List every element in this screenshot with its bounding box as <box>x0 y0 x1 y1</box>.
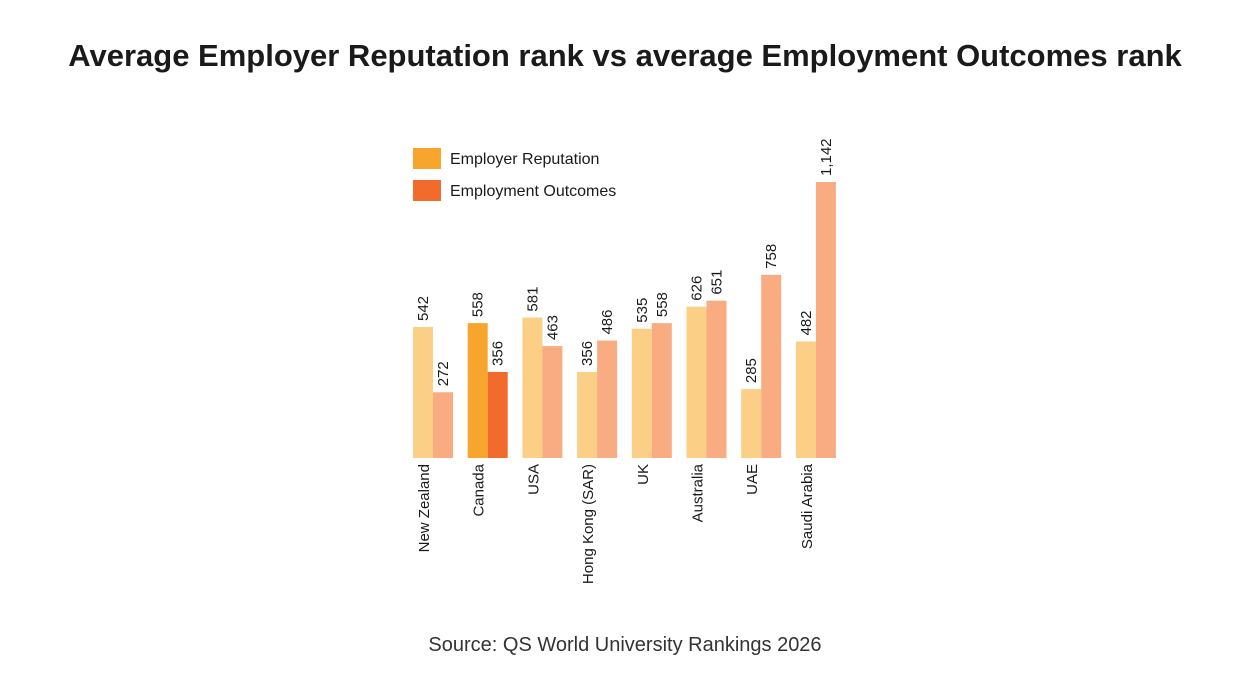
bars <box>413 182 836 458</box>
bar-employer-reputation-canada <box>467 323 488 458</box>
value-label-employment-outcomes-uae: 758 <box>763 244 780 269</box>
value-label-employer-reputation-uk: 535 <box>634 298 651 323</box>
value-label-employment-outcomes-canada: 356 <box>490 341 507 366</box>
value-label-employment-outcomes-saudi-arabia: 1,142 <box>818 138 835 176</box>
bar-employment-outcomes-saudi-arabia <box>815 182 836 458</box>
legend-label-employer-reputation: Employer Reputation <box>450 151 599 168</box>
bar-employment-outcomes-australia <box>706 300 727 458</box>
legend-swatch-employment-outcomes <box>413 180 441 201</box>
value-label-employer-reputation-saudi-arabia: 482 <box>798 310 815 335</box>
bar-employer-reputation-usa <box>522 317 543 458</box>
value-label-employment-outcomes-australia: 651 <box>709 270 726 295</box>
category-label-canada: Canada <box>471 463 488 516</box>
source-note: Source: QS World University Rankings 202… <box>428 634 822 656</box>
value-label-employer-reputation-uae: 285 <box>743 358 760 383</box>
value-label-employment-outcomes-usa: 463 <box>544 315 561 340</box>
value-label-employment-outcomes-new-zealand: 272 <box>435 361 452 386</box>
category-label-new-zealand: New Zealand <box>416 464 433 552</box>
bar-employer-reputation-new-zealand <box>413 327 433 458</box>
category-label-australia: Australia <box>690 463 707 522</box>
legend-swatch-employer-reputation <box>413 148 441 169</box>
category-label-saudi-arabia: Saudi Arabia <box>799 463 816 549</box>
value-label-employer-reputation-canada: 558 <box>470 292 487 317</box>
value-label-employer-reputation-usa: 581 <box>524 287 541 312</box>
value-label-employer-reputation-australia: 626 <box>689 276 706 301</box>
category-label-uae: UAE <box>744 464 761 495</box>
bar-employer-reputation-saudi-arabia <box>795 341 816 458</box>
legend: Employer Reputation Employment Outcomes <box>413 148 616 201</box>
category-labels: New Zealand Canada USA Hong Kong (SAR) UK Aus… <box>416 463 816 584</box>
category-label-hong-kong-sar: Hong Kong (SAR) <box>580 464 597 584</box>
bar-employment-outcomes-uae <box>761 274 782 458</box>
value-label-employer-reputation-new-zealand: 542 <box>415 296 432 321</box>
value-label-employer-reputation-hong-kong-sar: 356 <box>579 341 596 366</box>
bar-employment-outcomes-hong-kong-sar <box>597 340 618 458</box>
value-label-employment-outcomes-uk: 558 <box>654 292 671 317</box>
bar-employment-outcomes-usa <box>542 346 563 458</box>
category-label-usa: USA <box>525 464 542 495</box>
chart-title: Average Employer Reputation rank vs aver… <box>68 38 1182 73</box>
value-label-employment-outcomes-hong-kong-sar: 486 <box>599 310 616 335</box>
category-label-uk: UK <box>635 464 652 485</box>
bar-employment-outcomes-uk <box>651 323 672 458</box>
bar-employer-reputation-uae <box>741 389 762 458</box>
bar-employment-outcomes-canada <box>487 371 508 458</box>
bar-employer-reputation-australia <box>686 306 707 458</box>
bar-employment-outcomes-new-zealand <box>433 392 453 458</box>
bar-employer-reputation-uk <box>631 328 652 458</box>
bar-employer-reputation-hong-kong-sar <box>577 371 598 458</box>
legend-label-employment-outcomes: Employment Outcomes <box>450 183 616 200</box>
